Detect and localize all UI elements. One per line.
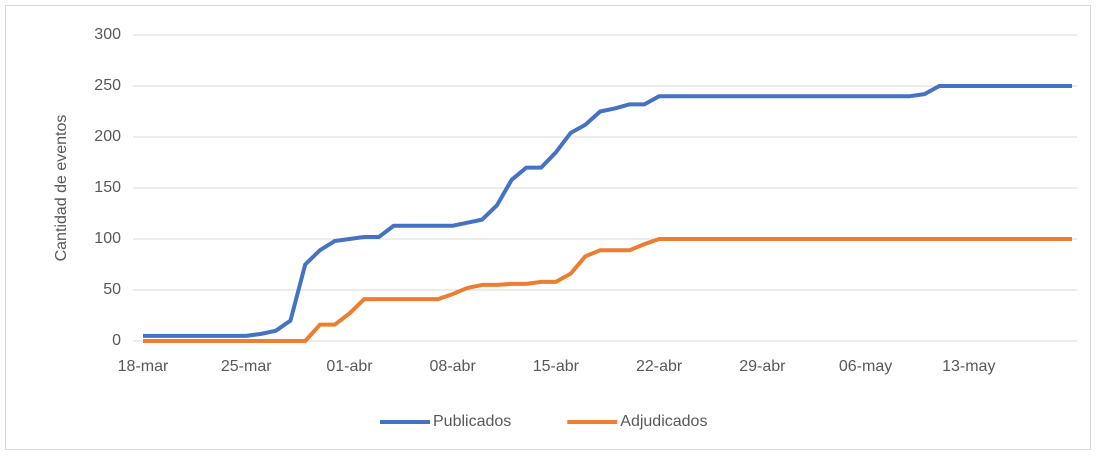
y-tick-label: 150 xyxy=(94,179,121,196)
y-tick-label: 250 xyxy=(94,77,121,94)
x-tick-label: 06-may xyxy=(839,358,892,375)
x-tick-label: 13-may xyxy=(942,358,995,375)
y-tick-label: 200 xyxy=(94,128,121,145)
x-tick-label: 18-mar xyxy=(118,358,169,375)
legend-label: Publicados xyxy=(433,413,511,430)
data-line xyxy=(143,84,1072,338)
x-tick-label: 15-abr xyxy=(533,358,580,375)
y-tick-label: 100 xyxy=(94,230,121,247)
y-tick-label: 300 xyxy=(94,26,121,43)
x-tick-label: 29-abr xyxy=(739,358,786,375)
legend-label: Adjudicados xyxy=(620,413,707,430)
x-tick-label: 08-abr xyxy=(430,358,477,375)
y-axis-label: Cantidad de eventos xyxy=(53,115,70,262)
x-tick-label: 25-mar xyxy=(221,358,272,375)
y-tick-label: 50 xyxy=(103,281,121,298)
chart-border xyxy=(5,5,1091,450)
data-line xyxy=(143,237,1072,343)
x-tick-label: 22-abr xyxy=(636,358,683,375)
x-tick-label: 01-abr xyxy=(326,358,373,375)
y-tick-label: 0 xyxy=(112,332,121,349)
